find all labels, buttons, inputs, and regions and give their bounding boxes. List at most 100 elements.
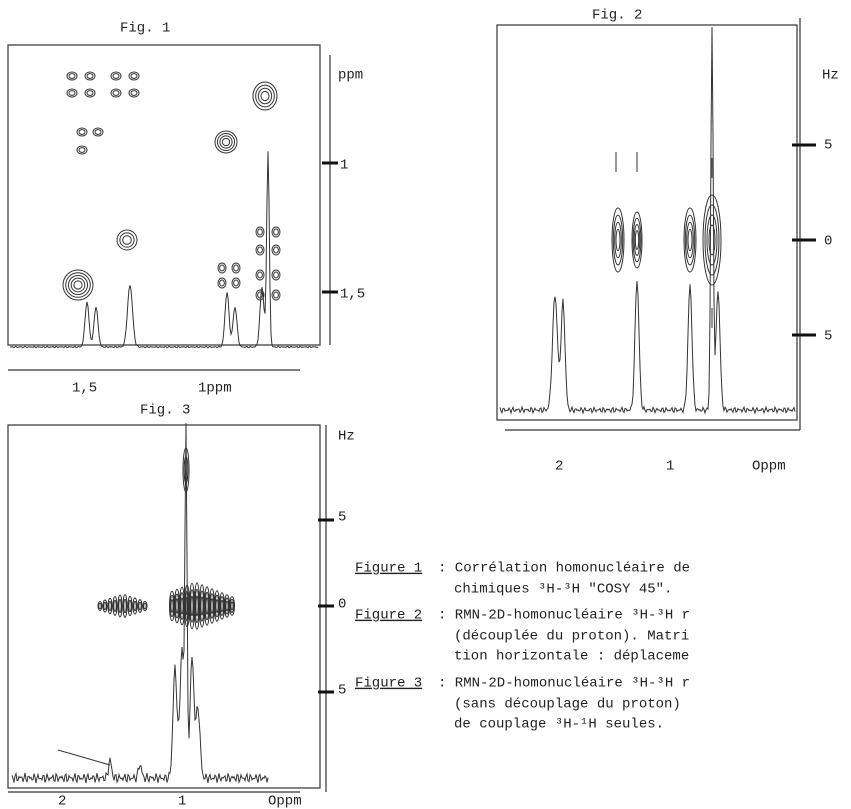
contour [133,600,137,612]
contour [231,262,241,274]
contour [273,271,279,279]
contour [219,264,225,272]
caption-line: chimiques ³H-³H "COSY 45". [454,582,672,598]
fig3-xtick: 1 [178,794,186,809]
contour [204,591,210,621]
contour [257,246,263,254]
contour [200,596,204,616]
contour [128,71,140,81]
fig1-frame [7,44,321,346]
contour [271,269,281,281]
fig2-tick: 0 [824,234,832,250]
contour [612,214,624,266]
contour [143,602,147,610]
contour [189,589,195,623]
contour [70,277,86,293]
contour [107,597,113,615]
fig2-frame [496,24,798,421]
contour [62,269,94,301]
contour [66,88,78,98]
caption-label: Figure 3 [355,676,422,692]
contour [183,456,189,484]
contour [209,593,215,619]
contour [84,88,96,98]
contour [118,598,122,614]
contour [611,207,625,273]
contour [684,214,696,266]
fig2-xtick: Oppm [752,459,786,475]
contour [142,600,148,612]
fig1-tick: 1,5 [340,287,365,303]
contour [252,81,278,111]
caption-line: de couplage ³H-¹H seules. [454,717,664,733]
fig2-xtick: 2 [555,459,563,475]
contour [708,224,716,256]
contour [98,602,102,610]
contour [683,207,697,273]
contour [255,269,265,281]
contour [108,600,112,612]
fig3-xtick: 2 [58,794,66,809]
contour [103,601,107,611]
contour [260,90,270,102]
contour [86,73,94,79]
contour [210,598,214,614]
fig3-title: Fig. 3 [140,403,190,419]
contour [174,593,180,619]
contour [195,595,199,617]
fig3-unit: Hz [338,429,355,445]
contour [255,226,265,238]
contour [704,204,720,276]
contour [631,211,643,269]
contour [117,594,123,618]
contour [233,279,239,287]
contour [221,137,231,147]
contour [112,596,118,616]
contour [73,280,83,290]
contour [257,271,263,279]
contour [94,129,102,135]
contour [122,594,128,618]
contour [169,594,175,618]
contour [614,221,622,259]
contour [86,90,94,96]
contour [229,598,235,614]
contour [257,291,263,299]
contour [217,262,227,274]
contour [219,279,225,287]
contour [78,129,86,135]
caption-line: tion horizontale : déplaceme [454,649,689,665]
fig1-xtick: 1,5 [72,381,97,397]
contour [65,272,91,298]
fig1-tick: 1 [340,158,348,174]
fig3-tick: 0 [338,597,346,613]
contour [190,595,194,617]
contour [113,599,117,613]
caption-line: : Corrélation homonucléaire de [438,561,690,577]
contour [119,232,135,248]
contour [216,132,236,152]
contour [255,289,265,301]
contour [170,599,174,613]
contour [615,228,621,252]
contour [224,597,230,615]
caption-line: : RMN-2D-homonucléaire ³H-³H r [438,608,690,624]
contour [76,145,88,155]
contour [84,71,96,81]
fig1-unit: ppm [338,68,363,84]
contour [634,230,640,250]
leader [57,749,111,766]
fig2-tick: 5 [824,138,832,154]
contour [78,147,86,153]
contour [199,590,205,622]
fig1-xtick: 1ppm [198,381,232,397]
contour [128,88,140,98]
fig2-unit: Hz [822,68,839,84]
fig3-frame [7,424,321,789]
contour [702,194,722,286]
contour [138,601,142,611]
caption-label: Figure 1 [355,561,422,577]
contour [116,229,138,251]
contour [130,90,138,96]
